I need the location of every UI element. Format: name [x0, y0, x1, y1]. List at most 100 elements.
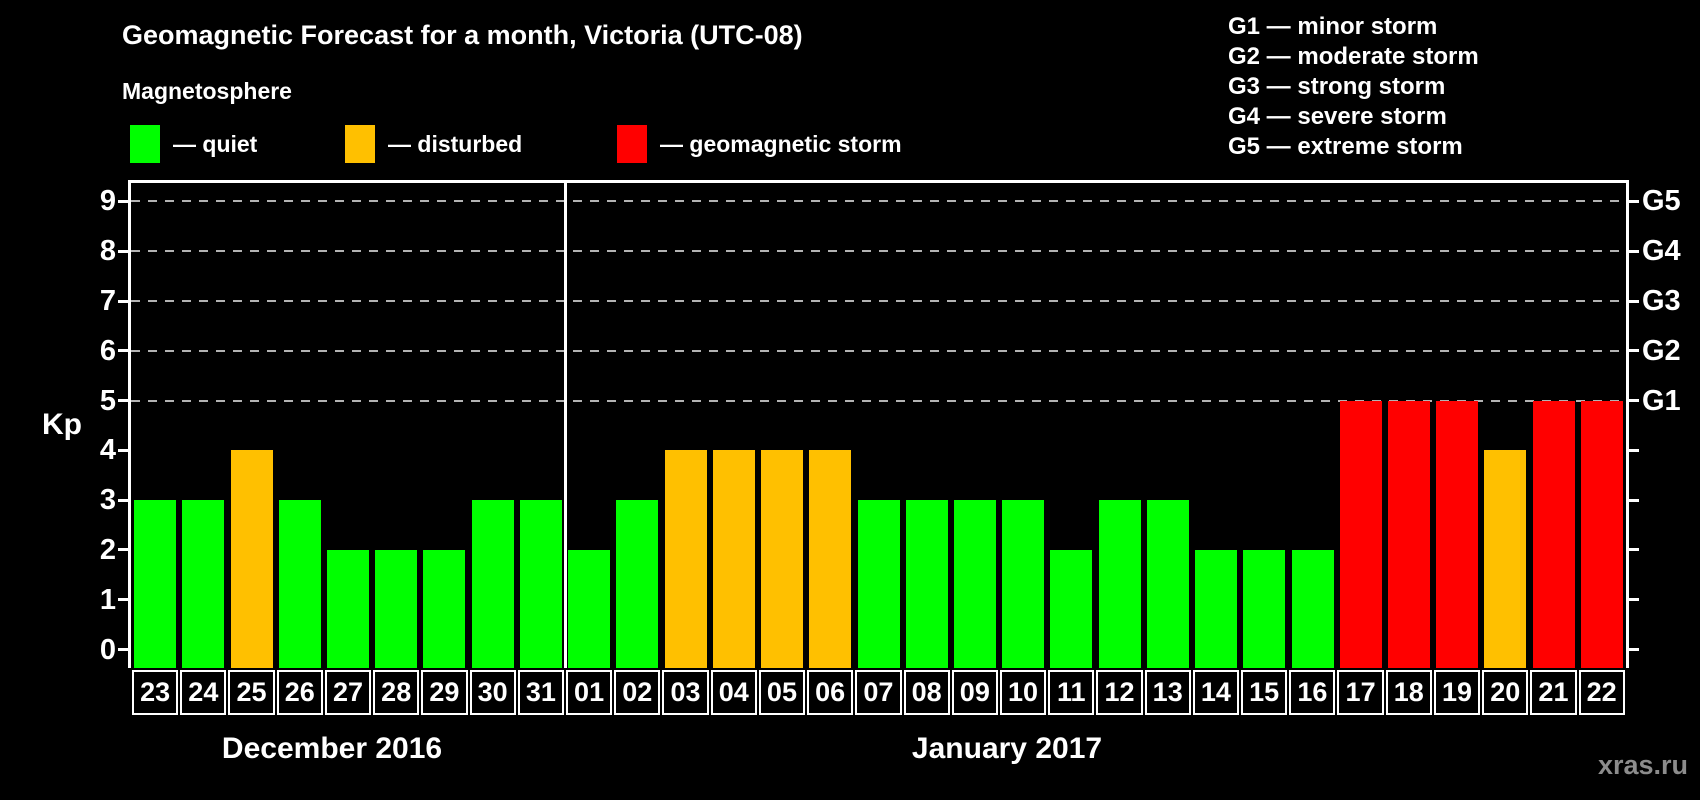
right-tick-kp0	[1629, 648, 1639, 652]
y-tick-label-4: 4	[99, 434, 116, 467]
day-label-15: 15	[1241, 670, 1288, 715]
gridline-kp5	[131, 399, 1626, 402]
right-axis-label-g3: G3	[1642, 285, 1681, 317]
day-label-02: 02	[614, 670, 661, 715]
disturbed-legend-label: — disturbed	[388, 130, 523, 157]
kp-bar-day-27	[327, 549, 370, 668]
day-label-24: 24	[180, 670, 227, 715]
day-label-25: 25	[228, 670, 275, 715]
watermark: xras.ru	[1597, 750, 1688, 780]
disturbed-color-swatch	[345, 125, 375, 163]
gridline-kp7	[131, 300, 1626, 302]
gridline-kp9	[131, 200, 1626, 203]
kp-bar-day-23	[134, 500, 177, 668]
kp-bar-day-07	[857, 500, 900, 668]
kp-bar-day-19	[1436, 400, 1479, 668]
kp-bar-day-29	[423, 549, 466, 668]
left-tick-kp7	[118, 299, 128, 303]
y-tick-label-0: 0	[99, 633, 116, 666]
storm-scale-line-g3: G3 — strong storm	[1228, 73, 1446, 100]
storm-scale-line-g4: G4 — severe storm	[1228, 103, 1447, 130]
kp-bar-day-22	[1580, 400, 1623, 668]
right-tick-kp1	[1629, 598, 1639, 602]
right-tick-kp3	[1629, 498, 1639, 502]
kp-bar-day-28	[375, 549, 418, 668]
storm-scale-legend: G1 — minor storm G2 — moderate storm G3 …	[1228, 12, 1479, 162]
right-tick-kp4	[1629, 448, 1639, 452]
day-label-04: 04	[710, 670, 757, 715]
right-tick-kp6	[1629, 349, 1639, 353]
y-tick-label-9: 9	[99, 185, 116, 218]
right-axis-label-g2: G2	[1642, 334, 1681, 367]
y-tick-label-2: 2	[99, 533, 116, 566]
kp-bar-day-25	[230, 450, 273, 668]
kp-bar-day-15	[1243, 549, 1286, 668]
kp-bar-day-21	[1532, 400, 1575, 668]
day-label-26: 26	[276, 670, 323, 715]
y-tick-label-7: 7	[99, 285, 116, 317]
left-tick-kp6	[118, 349, 128, 353]
left-tick-kp0	[118, 648, 128, 652]
day-label-03: 03	[662, 670, 709, 715]
y-tick-label-3: 3	[99, 484, 116, 517]
storm-legend-label: — geomagnetic storm	[660, 130, 902, 157]
kp-bar-day-14	[1195, 549, 1238, 668]
kp-bar-day-13	[1146, 500, 1189, 668]
day-label-01: 01	[565, 670, 613, 715]
chart-title: Geomagnetic Forecast for a month, Victor…	[122, 20, 803, 50]
kp-bar-day-02	[616, 500, 659, 668]
kp-bar-day-10	[1002, 500, 1045, 668]
day-label-21: 21	[1530, 670, 1577, 715]
storm-color-swatch	[617, 125, 647, 163]
month-label-january: January 2017	[911, 732, 1103, 765]
left-tick-kp9	[118, 199, 128, 203]
right-tick-kp5	[1629, 399, 1639, 403]
gridline-kp8	[131, 250, 1626, 253]
legend-item-storm: — geomagnetic storm	[617, 124, 902, 164]
legend-item-quiet: — quiet	[130, 124, 257, 164]
day-label-31: 31	[517, 670, 564, 715]
kp-bar-day-31	[519, 500, 562, 668]
left-tick-kp1	[118, 598, 128, 602]
right-tick-kp8	[1629, 249, 1639, 253]
left-tick-kp2	[118, 548, 128, 552]
kp-bar-day-26	[278, 500, 321, 668]
left-axis-line	[128, 180, 131, 668]
kp-bar-day-03	[664, 450, 707, 668]
right-axis-label-g1: G1	[1642, 384, 1681, 417]
magnetosphere-label: Magnetosphere	[122, 78, 292, 104]
plot-area	[118, 180, 1639, 668]
gridline-kp6	[131, 349, 1626, 352]
quiet-legend-label: — quiet	[173, 130, 258, 157]
kp-bar-day-17	[1339, 400, 1382, 668]
day-label-12: 12	[1096, 670, 1143, 715]
day-label-28: 28	[373, 670, 420, 715]
left-tick-kp8	[118, 249, 128, 253]
left-tick-kp5	[118, 399, 128, 403]
day-label-20: 20	[1482, 670, 1529, 715]
day-label-18: 18	[1385, 670, 1432, 715]
left-tick-kp4	[118, 448, 128, 452]
kp-bar-day-24	[182, 500, 225, 668]
y-tick-label-6: 6	[99, 334, 116, 367]
quiet-color-swatch	[130, 125, 160, 163]
right-tick-kp9	[1629, 199, 1639, 203]
day-label-29: 29	[421, 670, 468, 715]
storm-scale-line-g1: G1 — minor storm	[1228, 13, 1438, 40]
left-tick-kp3	[118, 498, 128, 502]
month-separator-line	[563, 183, 567, 668]
kp-bar-day-12	[1098, 500, 1141, 668]
storm-scale-line-g5: G5 — extreme storm	[1228, 133, 1463, 160]
kp-bar-day-06	[809, 450, 852, 668]
right-tick-kp7	[1629, 299, 1639, 303]
legend-item-disturbed: — disturbed	[345, 124, 522, 164]
day-label-09: 09	[951, 670, 998, 715]
storm-scale-line-g2: G2 — moderate storm	[1228, 43, 1479, 70]
kp-bar-day-20	[1484, 450, 1527, 668]
day-label-07: 07	[855, 670, 902, 715]
day-label-16: 16	[1289, 670, 1336, 715]
day-label-06: 06	[807, 670, 854, 715]
y-axis-title: Kp	[42, 408, 82, 441]
day-label-22: 22	[1578, 670, 1625, 715]
y-tick-label-5: 5	[99, 384, 116, 417]
